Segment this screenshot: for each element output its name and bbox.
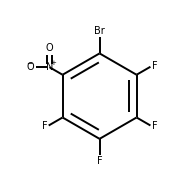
Text: O: O: [46, 43, 53, 53]
Text: O: O: [26, 62, 34, 72]
Text: F: F: [42, 121, 47, 131]
Text: F: F: [152, 61, 157, 71]
Text: F: F: [97, 156, 102, 166]
Text: F: F: [152, 121, 157, 131]
Text: Br: Br: [94, 27, 105, 36]
Text: +: +: [50, 60, 56, 66]
Text: N: N: [46, 62, 53, 72]
Text: −: −: [26, 59, 32, 68]
